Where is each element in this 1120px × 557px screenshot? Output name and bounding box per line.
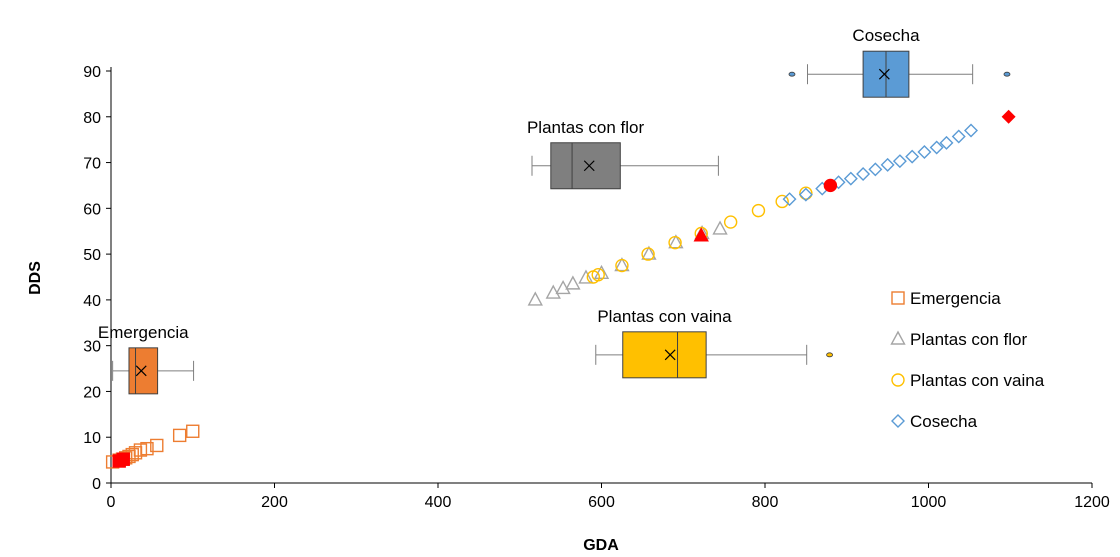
boxplot: Cosecha	[788, 26, 1011, 98]
data-point	[856, 167, 871, 181]
y-tick-label: 50	[83, 247, 101, 264]
data-point	[799, 186, 813, 200]
data-point	[964, 123, 978, 138]
y-tick-label: 0	[92, 476, 101, 493]
data-point	[614, 257, 630, 272]
data-point	[798, 187, 813, 202]
legend-label: Emergencia	[910, 289, 1001, 308]
y-axis-title: DDS	[27, 261, 44, 295]
data-point	[868, 162, 883, 177]
box-body	[622, 331, 707, 379]
data-point	[565, 275, 581, 290]
boxplot: Plantas con vaina	[595, 307, 833, 379]
y-tick-label: 90	[83, 64, 101, 81]
data-point	[892, 154, 907, 169]
highlighted-points	[112, 109, 1016, 468]
y-tick-label: 60	[83, 201, 101, 218]
x-tick-label: 0	[107, 494, 116, 511]
y-tick-label: 80	[83, 110, 101, 127]
highlighted-point	[1001, 109, 1016, 124]
data-points	[105, 109, 1016, 469]
data-point	[782, 192, 797, 207]
data-point	[615, 258, 629, 273]
x-tick-label: 200	[261, 494, 288, 511]
legend: Emergencia Plantas con flor Plantas con va…	[890, 289, 1045, 431]
data-point	[140, 441, 154, 456]
box-mean-marker	[135, 365, 147, 377]
legend-marker	[891, 414, 905, 428]
axes: 0 200 400 600 800 1000 1200 0 10 20 30 40 50 60 70 80 90	[83, 64, 1110, 511]
legend-marker	[891, 291, 905, 305]
y-tick-label: 10	[83, 430, 101, 447]
boxplot: Plantas con flor	[527, 118, 719, 190]
data-point	[723, 215, 738, 229]
y-tick-label: 40	[83, 293, 101, 310]
data-point	[775, 194, 789, 209]
highlighted-point	[693, 227, 709, 242]
data-point	[186, 424, 200, 438]
data-point	[712, 220, 728, 235]
data-point	[905, 149, 920, 164]
y-tick-label: 20	[83, 384, 101, 401]
x-tick-label: 1200	[1074, 494, 1110, 511]
legend-marker	[890, 330, 906, 345]
x-tick-label: 800	[752, 494, 779, 511]
data-point	[150, 438, 164, 453]
data-point	[951, 129, 966, 144]
boxplot-label: Plantas con flor	[527, 118, 645, 137]
data-point	[641, 247, 655, 261]
data-point	[917, 145, 932, 160]
data-point	[555, 279, 571, 295]
legend-label: Plantas con vaina	[910, 371, 1045, 390]
data-point	[843, 171, 858, 186]
boxplot-label: Emergencia	[98, 323, 189, 342]
box-outlier	[788, 71, 796, 77]
legend-label: Cosecha	[910, 412, 978, 431]
highlighted-point	[116, 452, 130, 466]
legend-label: Plantas con flor	[910, 330, 1028, 349]
x-tick-label: 400	[425, 494, 452, 511]
box-outlier	[1003, 71, 1011, 77]
data-point	[668, 235, 682, 250]
box-mean-marker	[583, 160, 595, 172]
highlighted-point	[823, 178, 838, 193]
box-mean-marker	[664, 349, 676, 361]
data-point	[668, 234, 684, 249]
data-point	[929, 140, 944, 155]
data-point	[751, 203, 766, 218]
boxplots: Emergencia Plantas con flor Plantas con va…	[98, 26, 1011, 395]
data-point	[880, 157, 895, 172]
data-point	[578, 269, 594, 284]
data-point	[593, 264, 610, 280]
legend-marker	[891, 373, 905, 387]
x-tick-label: 1000	[911, 494, 947, 511]
data-point	[939, 135, 954, 150]
y-tick-label: 70	[83, 156, 101, 173]
boxplot-label: Cosecha	[852, 26, 920, 45]
data-point	[591, 268, 605, 282]
y-tick-label: 30	[83, 339, 101, 356]
box-outlier	[826, 352, 833, 358]
box-body	[550, 142, 621, 190]
box-mean-marker	[878, 68, 890, 80]
data-point	[527, 291, 543, 306]
x-axis-title: GDA	[583, 537, 619, 554]
boxplot-label: Plantas con vaina	[597, 307, 732, 326]
x-tick-label: 600	[588, 494, 615, 511]
data-point	[641, 245, 657, 260]
data-point	[172, 428, 187, 443]
data-point	[545, 284, 561, 299]
box-body	[128, 347, 159, 395]
boxplot: Emergencia	[98, 323, 195, 395]
